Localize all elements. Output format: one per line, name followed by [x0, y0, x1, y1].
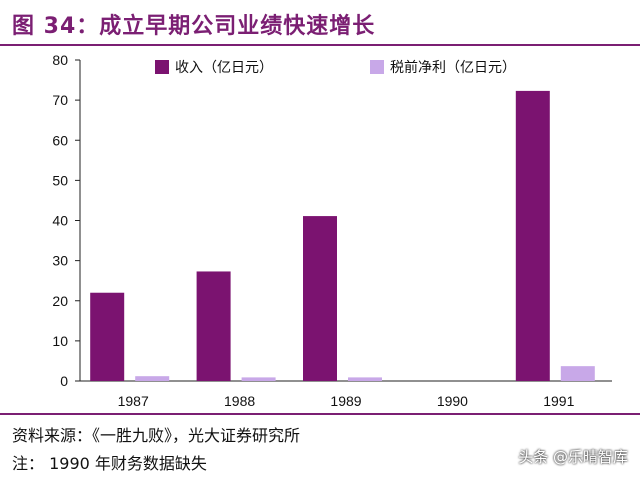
- x-tick-label: 1989: [330, 393, 361, 409]
- missing-data-note: 注： 1990 年财务数据缺失: [12, 454, 207, 473]
- x-tick-label: 1987: [118, 393, 149, 409]
- revenue-bar: [90, 292, 125, 381]
- y-tick-label: 20: [52, 293, 68, 309]
- x-tick-label: 1991: [543, 393, 574, 409]
- pretax-profit-bar: [348, 377, 382, 381]
- legend-swatch: [370, 60, 384, 74]
- title-rule: [0, 44, 640, 46]
- y-tick-label: 60: [52, 132, 68, 148]
- y-tick-label: 70: [52, 92, 68, 108]
- watermark: 头条 @乐晴智库: [518, 448, 628, 466]
- figure-title: 图 34：成立早期公司业绩快速增长: [12, 14, 376, 39]
- legend-swatch: [155, 60, 169, 74]
- source-note: 资料来源：《一胜九败》，光大证券研究所: [12, 426, 301, 445]
- bar-chart: 0 10 20 30 40 50 60 70 80 1987 1988 1989 1990 1991 收入（…: [52, 52, 612, 409]
- y-tick-label: 40: [52, 213, 68, 229]
- legend-label: 税前净利（亿日元）: [390, 59, 516, 76]
- revenue-bar: [303, 216, 337, 381]
- revenue-bar: [515, 90, 550, 382]
- y-tick-label: 10: [52, 333, 68, 349]
- pretax-profit-bar: [241, 377, 276, 381]
- pretax-profit-bar: [560, 366, 595, 381]
- y-tick-label: 30: [52, 253, 68, 269]
- x-tick-label: 1988: [224, 393, 255, 409]
- x-tick-label: 1990: [437, 393, 468, 409]
- y-tick-label: 50: [52, 172, 68, 188]
- y-tick-label: 0: [60, 373, 68, 389]
- pretax-profit-bar: [135, 376, 170, 381]
- y-tick-label: 80: [52, 52, 68, 68]
- revenue-bar: [196, 271, 231, 381]
- source-rule: [0, 413, 640, 415]
- legend-label: 收入（亿日元）: [175, 60, 273, 76]
